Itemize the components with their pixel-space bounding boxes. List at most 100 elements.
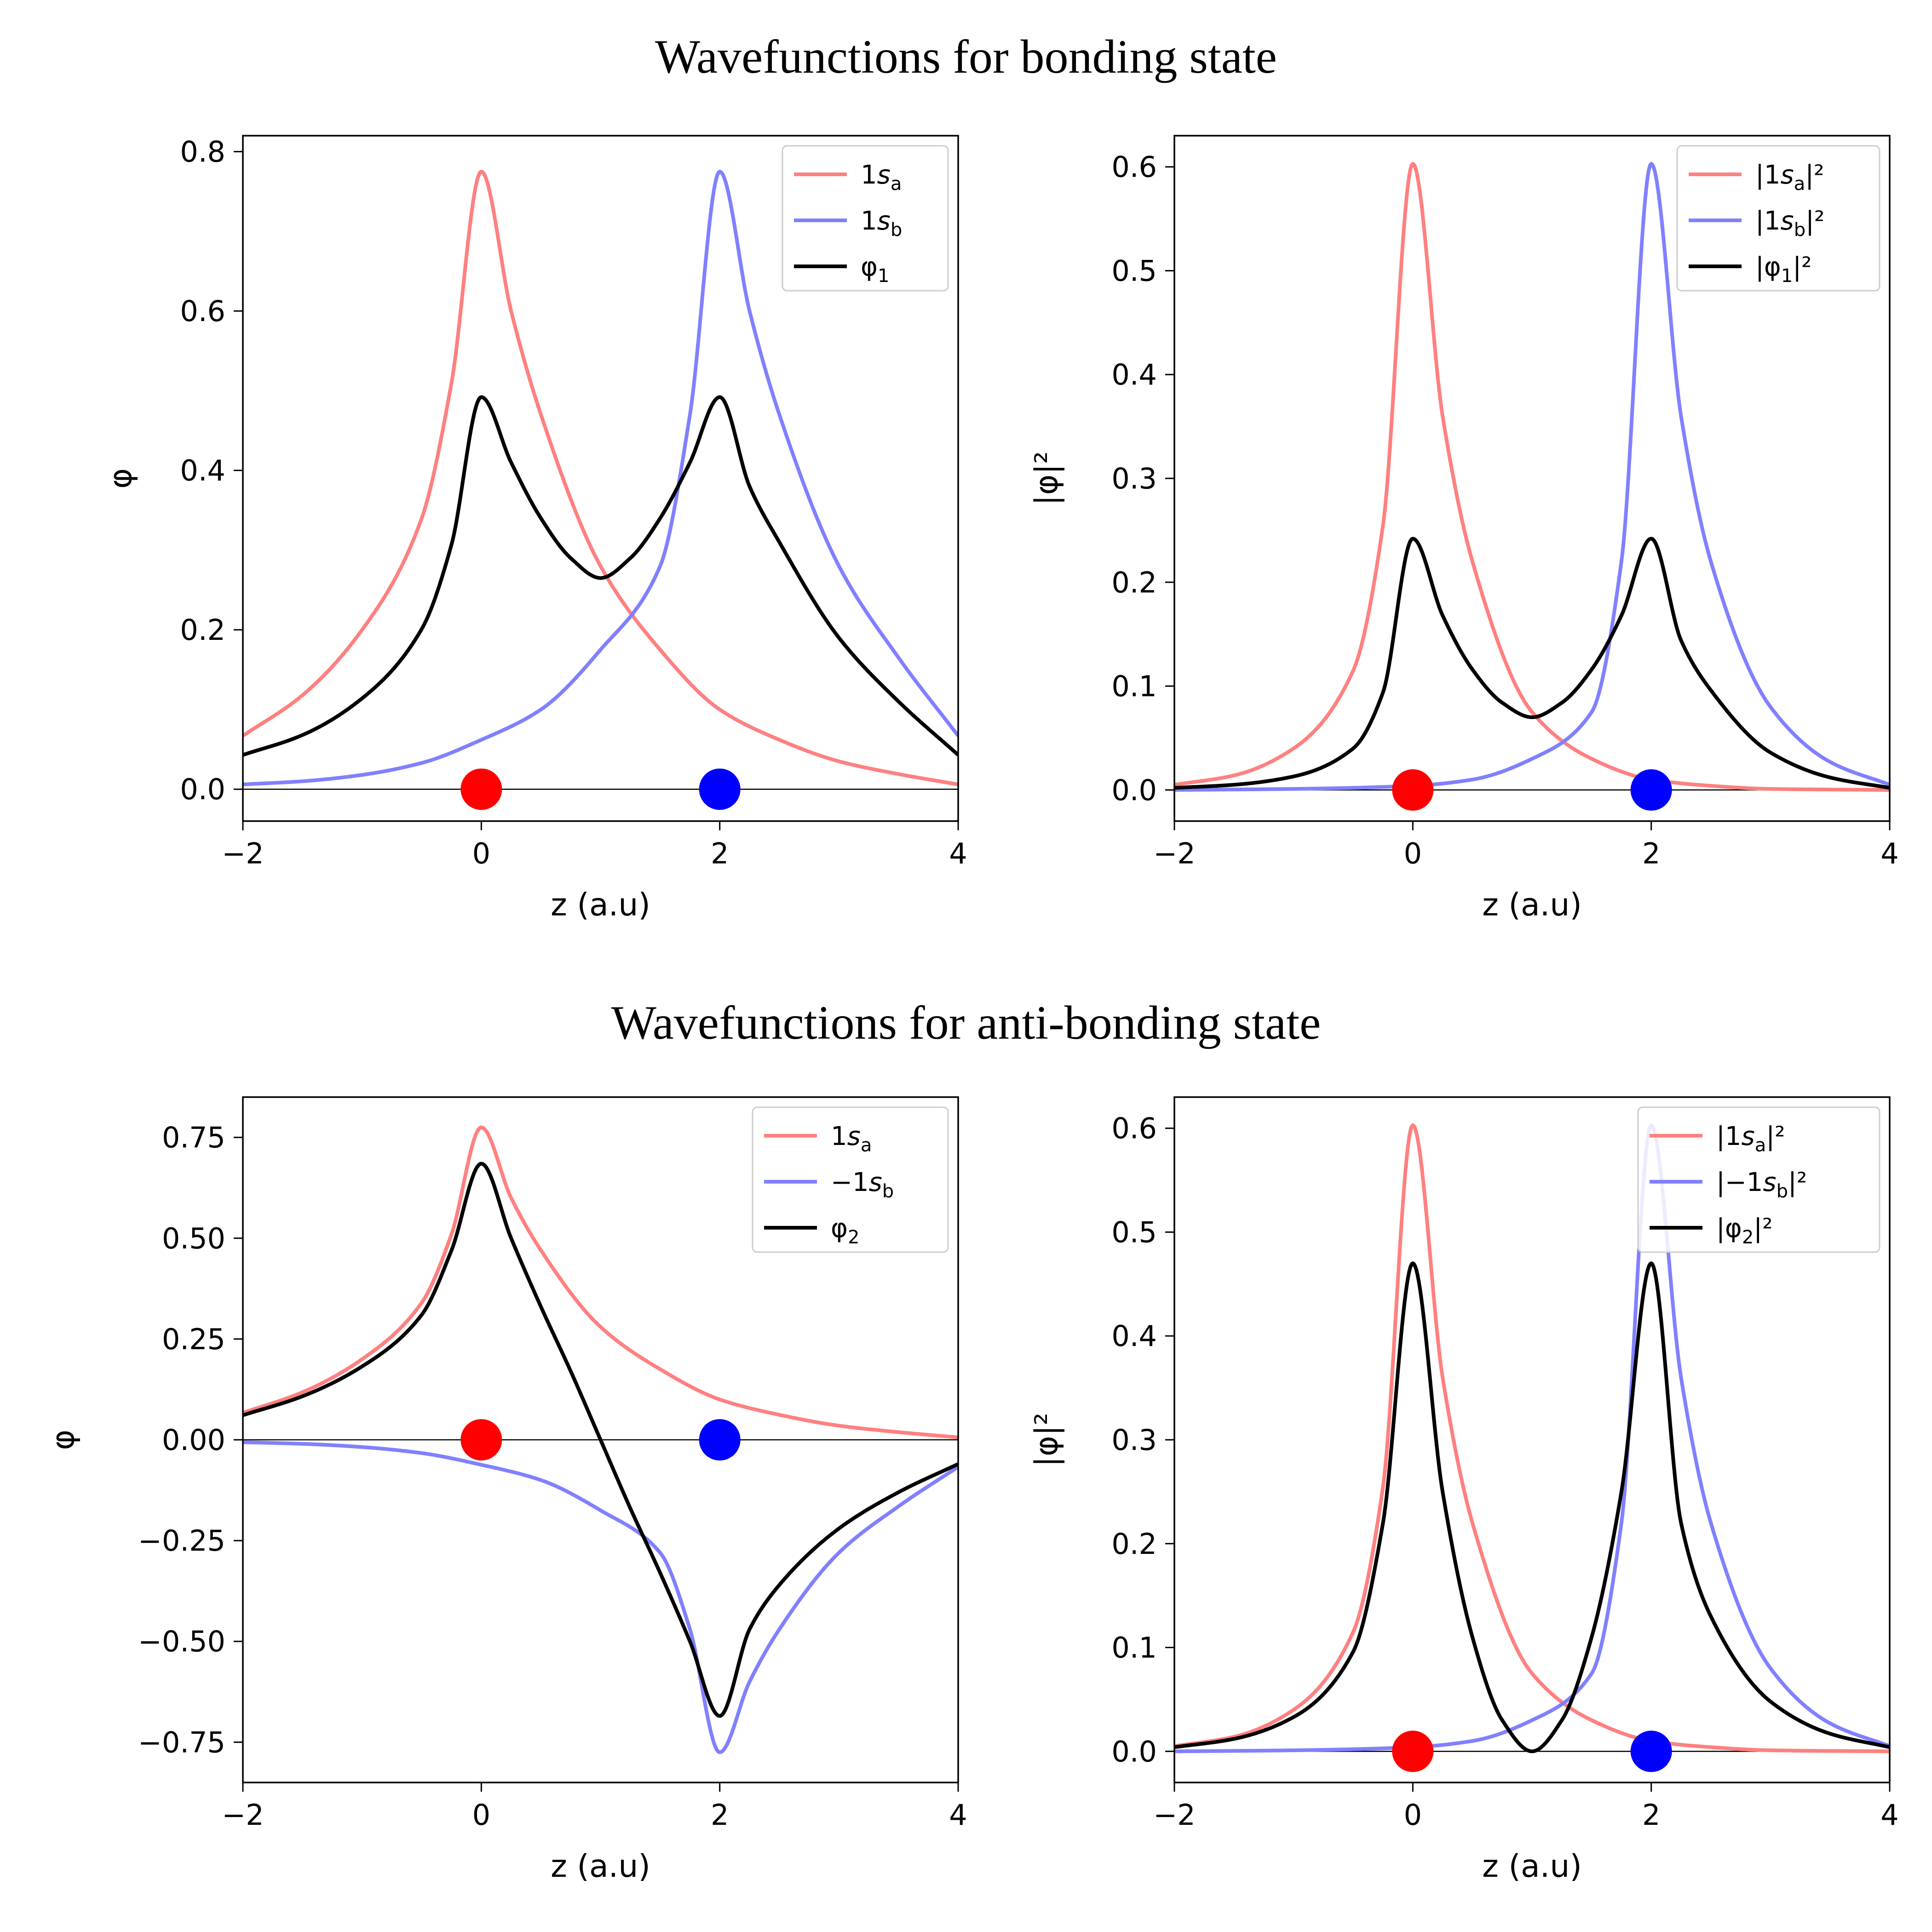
- nucleus-marker-1: [699, 1419, 741, 1460]
- y-tick-label: 0.75: [162, 1121, 225, 1155]
- x-tick-label: 0: [1404, 1798, 1422, 1832]
- x-tick-label: 4: [949, 837, 967, 870]
- y-tick-label: 0.2: [180, 613, 225, 647]
- series-line-2: [1174, 1261, 1890, 1754]
- subplot-bonding-psi: −2 0 2 4 0.0 0.2 0.4 0.6 0.8 z (a.u) φ 1sa 1sb φ1: [103, 135, 967, 923]
- x-tick-label: 0: [472, 837, 490, 870]
- legend-entry-1: −1sb: [831, 1167, 894, 1202]
- legend-entry-0: 1sa: [831, 1121, 872, 1156]
- x-tick-label: 2: [1642, 837, 1660, 870]
- axes-container: −2 0 2 4 0.0 0.2 0.4 0.6 0.8 z (a.u) φ 1sa 1sb φ1 −2 0 2…: [45, 135, 1899, 1885]
- y-tick-label: 0.1: [1111, 1631, 1157, 1665]
- x-axis-label: z (a.u): [1482, 887, 1582, 923]
- legend-box: [1637, 1106, 1880, 1253]
- x-tick-label: −2: [1153, 1798, 1195, 1832]
- y-tick-label: 0.0: [180, 773, 225, 806]
- legend: |1sa|² |−1sb|² |φ2|²: [1637, 1106, 1880, 1253]
- x-tick-label: 0: [472, 1798, 490, 1832]
- x-tick-label: 0: [1404, 837, 1422, 870]
- plot-area: [1174, 161, 1890, 811]
- y-tick-label: 0.1: [1111, 670, 1157, 703]
- legend-entry-2: φ1: [861, 252, 889, 287]
- legend-entry-0: |1sa|²: [1716, 1121, 1785, 1156]
- bottom-row-title: Wavefunctions for anti-bonding state: [611, 996, 1321, 1049]
- legend: |1sa|² |1sb|² |φ1|²: [1676, 145, 1880, 292]
- y-tick-label: 0.8: [180, 135, 225, 169]
- x-axis-label: z (a.u): [551, 1848, 650, 1885]
- y-tick-label: 0.6: [1111, 1112, 1157, 1145]
- y-axis-label: φ: [103, 468, 139, 489]
- nucleus-marker-0: [1392, 1731, 1434, 1772]
- legend-entry-2: φ2: [831, 1213, 859, 1248]
- series-line-1: [1174, 161, 1890, 792]
- nucleus-marker-1: [1630, 1731, 1672, 1772]
- y-tick-label: −0.50: [138, 1625, 225, 1658]
- legend: 1sa 1sb φ1: [782, 145, 949, 292]
- y-tick-label: 0.4: [1111, 358, 1157, 391]
- series-line-1: [1174, 1123, 1890, 1754]
- series-line-2: [1174, 536, 1890, 790]
- series-line-0: [1174, 161, 1890, 792]
- series-line-1: [243, 169, 958, 787]
- plot-area: [243, 169, 958, 810]
- subplot-antibonding-psi: −2 0 2 4 −0.75 −0.50 −0.25 0.00 0.25 0.50 0.75 z (a…: [45, 1096, 967, 1885]
- series-line-0: [243, 169, 958, 787]
- y-tick-label: 0.2: [1111, 1527, 1157, 1561]
- series-line-2: [243, 395, 958, 757]
- nucleus-marker-0: [1392, 769, 1434, 811]
- x-axis-label: z (a.u): [1482, 1848, 1582, 1885]
- y-tick-label: 0.00: [162, 1423, 225, 1457]
- x-tick-label: 2: [711, 837, 729, 870]
- y-tick-label: −0.25: [138, 1524, 225, 1558]
- legend-entry-1: |−1sb|²: [1716, 1167, 1807, 1202]
- y-axis-label: |φ|²: [1029, 451, 1065, 506]
- y-tick-label: 0.4: [180, 454, 225, 488]
- y-axis-label: φ: [45, 1430, 81, 1450]
- legend-entry-1: |1sb|²: [1755, 206, 1824, 241]
- y-tick-label: 0.0: [1111, 773, 1157, 807]
- y-tick-label: 0.6: [1111, 150, 1157, 184]
- legend-entry-2: |φ2|²: [1716, 1213, 1773, 1248]
- series-line-1: [243, 1440, 958, 1754]
- legend-entry-0: 1sa: [861, 160, 902, 195]
- legend-box: [752, 1106, 949, 1253]
- x-tick-label: −2: [222, 1798, 264, 1832]
- y-tick-label: 0.3: [1111, 1423, 1157, 1457]
- series-line-0: [1174, 1123, 1890, 1754]
- y-tick-label: 0.4: [1111, 1319, 1157, 1353]
- legend-entry-0: |1sa|²: [1755, 160, 1824, 195]
- y-tick-label: 0.5: [1111, 1215, 1157, 1249]
- series-line-2: [243, 1162, 958, 1718]
- x-tick-label: 2: [711, 1798, 729, 1832]
- y-axis-label: |φ|²: [1029, 1413, 1065, 1467]
- nucleus-marker-0: [460, 768, 502, 810]
- legend: 1sa −1sb φ2: [752, 1106, 949, 1253]
- x-tick-label: 4: [1880, 837, 1898, 870]
- axes-frame: [242, 135, 959, 822]
- y-tick-label: 0.5: [1111, 254, 1157, 288]
- x-tick-label: 4: [1880, 1798, 1898, 1832]
- x-tick-label: 2: [1642, 1798, 1660, 1832]
- x-axis-label: z (a.u): [551, 887, 650, 923]
- plot-area: [243, 1125, 958, 1754]
- y-tick-label: −0.75: [138, 1725, 225, 1759]
- y-tick-label: 0.3: [1111, 462, 1157, 495]
- x-tick-label: −2: [1153, 837, 1195, 870]
- nucleus-marker-1: [699, 768, 741, 810]
- subplot-antibonding-density: −2 0 2 4 0.0 0.1 0.2 0.3 0.4 0.5 0.6 z (a.u) |φ|² |1s…: [1029, 1096, 1899, 1885]
- y-tick-label: 0.0: [1111, 1735, 1157, 1768]
- y-tick-label: 0.25: [162, 1322, 225, 1356]
- legend-box: [782, 145, 949, 292]
- nucleus-marker-0: [460, 1419, 502, 1460]
- plot-area: [1174, 1123, 1890, 1772]
- x-tick-label: −2: [222, 837, 264, 870]
- x-tick-label: 4: [949, 1798, 967, 1832]
- nucleus-marker-1: [1630, 769, 1672, 811]
- y-tick-label: 0.50: [162, 1222, 225, 1255]
- top-row-title: Wavefunctions for bonding state: [655, 30, 1277, 83]
- y-tick-label: 0.6: [180, 294, 225, 328]
- legend-entry-2: |φ1|²: [1755, 252, 1812, 287]
- subplot-bonding-density: −2 0 2 4 0.0 0.1 0.2 0.3 0.4 0.5 0.6 z (a.u) |φ|² |1s…: [1029, 135, 1899, 923]
